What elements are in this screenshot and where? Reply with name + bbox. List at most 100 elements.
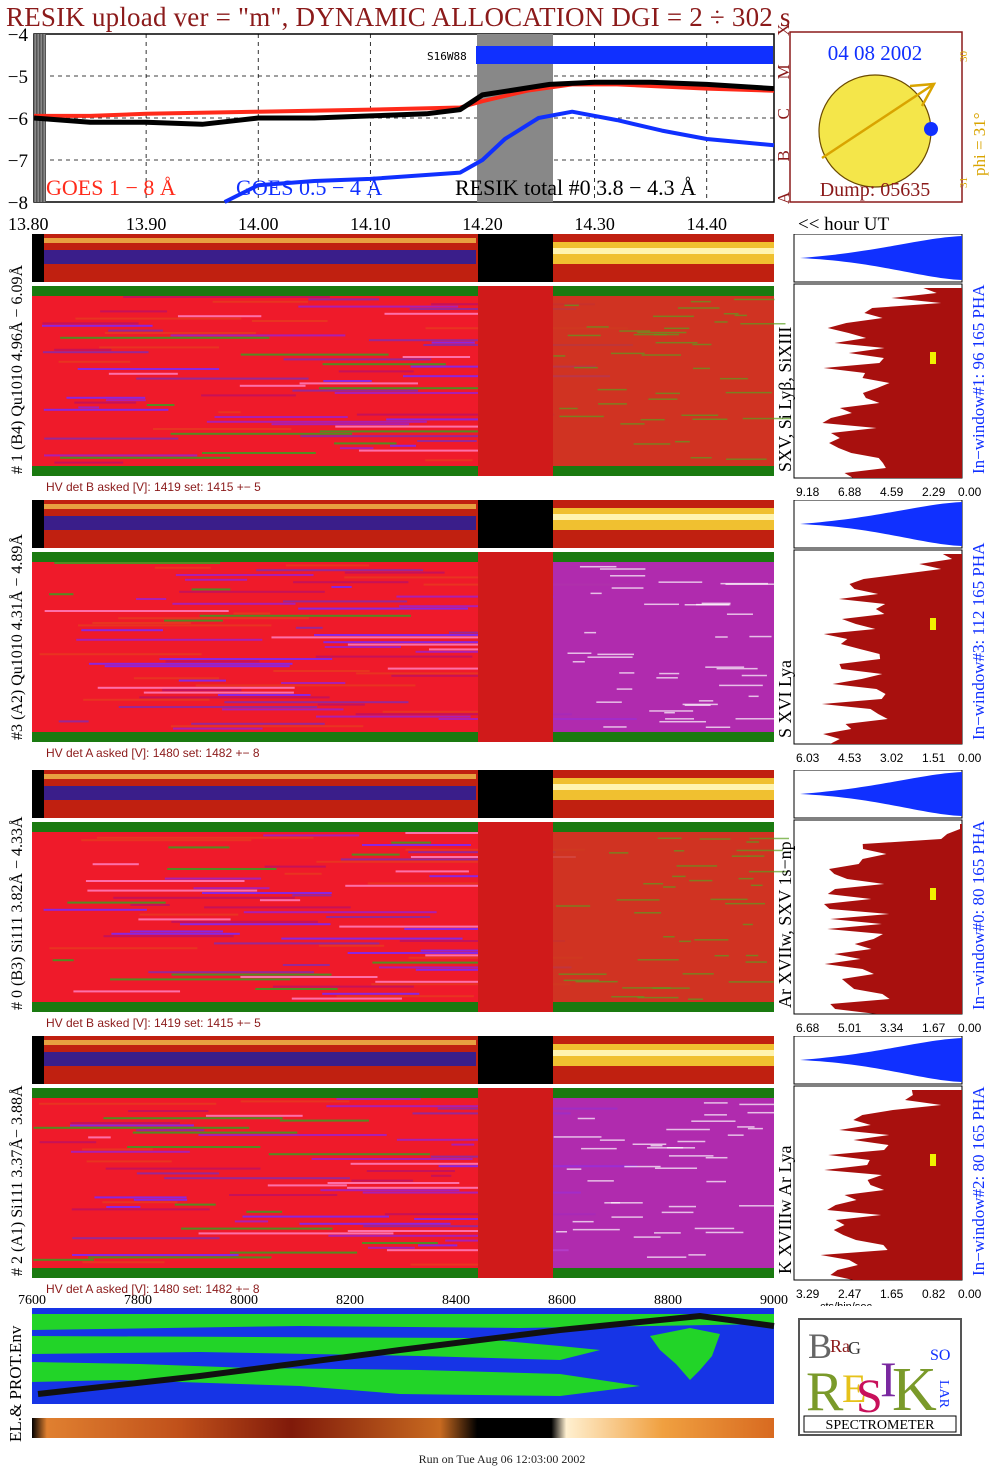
orbit-tick-label: 8800 [654,1293,682,1308]
y-tick-label: −6 [8,109,28,130]
flare-position-marker [924,122,938,136]
y-tick-label: −4 [8,25,29,46]
channel-strip [32,770,774,818]
phi-tick-bottom: 31 [958,177,970,188]
flare-class-label: C [774,108,793,119]
spectrogram [32,822,790,1012]
orbit-track [37,1312,775,1397]
pha-tick-label: 4.59 [880,485,904,499]
arrow-head [909,82,937,107]
pha-tick-label: 6.68 [796,1021,820,1035]
pha-tick-label: 2.47 [838,1287,862,1301]
pha-histogram [821,554,962,744]
pha-tick-label: 4.53 [838,751,862,765]
solar-axis-arrow [821,82,935,160]
pha-histogram [820,1090,962,1280]
flare-class-label: B [774,150,793,161]
series-line-1 [223,109,775,204]
pha-tick-label: 0.00 [958,1021,982,1035]
pha-tick-label: 9.18 [796,485,820,499]
time-tick-label: 14.20 [462,214,503,234]
legend-entry-1: GOES 0.5 − 4 Å [236,175,382,200]
pha-window-marker [930,352,936,364]
orbit-tick-label: 9000 [760,1293,788,1308]
channel-label: # 1 (B4) Qu1010 4.96Å − 6.09Å [8,265,26,474]
orbit-tick-label: 7600 [18,1293,46,1308]
logo-letter-b: B [808,1326,832,1366]
logo-letter-g: G [848,1338,861,1358]
hv-caption: HV det A asked [V]: 1480 set: 1482 +− 8 [46,746,260,760]
pha-mini-curve [800,502,962,546]
legend-entry-0: GOES 1 − 8 Å [46,175,176,200]
logo-caption: SPECTROMETER [826,1418,936,1433]
flare-location-bar [476,46,773,64]
orbit-tick-label: 7800 [124,1293,152,1308]
channel-panel-1: HV det A asked [V]: 1480 set: 1482 +− 8 6… [8,500,988,765]
pha-tick-label: 1.67 [922,1021,946,1035]
spectrogram [32,552,776,742]
orbit-tick-label: 8200 [336,1293,364,1308]
flare-location-label: S16W88 [427,50,467,63]
orbit-tick-label: 8600 [548,1293,576,1308]
hv-caption: HV det B asked [V]: 1419 set: 1415 +− 5 [46,480,261,494]
dump-number: Dump: 05635 [820,179,931,201]
y-tick-label: −5 [8,67,28,88]
pha-mini-curve [800,236,962,280]
channel-lines: K XVIIIw Ar Lya [775,1146,795,1274]
channel-strip [32,1036,774,1084]
pha-tick-label: 1.65 [880,1287,904,1301]
orbit-tick-label: 8400 [442,1293,470,1308]
flare-class-label: A [774,191,793,204]
time-tick-label: 14.00 [238,214,279,234]
pha-tick-label: 0.00 [958,1287,982,1301]
resik-logo: B Ra G R E S I K SO LAR SPECTROMETER [798,1318,962,1436]
pha-tick-label: 3.34 [880,1021,904,1035]
pha-xlabel: cts/bin/sec [820,1301,872,1306]
pha-histogram [823,824,962,1014]
pha-mini-curve [800,772,962,816]
channel-lines: SXV, Si Lyβ, SiXIII [775,327,795,472]
time-tick-label: 14.10 [350,214,391,234]
time-tick-label: 13.90 [126,214,167,234]
pha-mini-curve [800,1038,962,1082]
hv-caption: HV det A asked [V]: 1480 set: 1482 +− 8 [46,1282,260,1296]
legend-entry-2: RESIK total #0 3.8 − 4.3 Å [455,175,696,200]
logo-letter-i: I [880,1351,897,1407]
flare-class-label: M [774,64,793,79]
logo-letter-s: S [856,1370,883,1423]
page-title: RESIK upload ver = "m", DYNAMIC ALLOCATI… [6,2,791,32]
time-axis-label: << hour UT [798,214,889,235]
pha-tick-label: 5.01 [838,1021,862,1035]
pha-tick-label: 0.00 [958,485,982,499]
hv-caption: HV det B asked [V]: 1419 set: 1415 +− 5 [46,1016,261,1030]
channel-label: # 2 (A1) Si111 3.37Å− 3.88Å [8,1085,26,1276]
series-line-0 [34,82,775,118]
logo-letter-so: SO [930,1347,950,1364]
pha-tick-label: 2.29 [922,485,946,499]
logo-letter-ra: Ra [830,1336,850,1356]
flare-class-label: X [774,24,793,36]
phi-angle: phi = 31° [970,112,989,176]
pha-window-marker [930,618,936,630]
phi-tick-top: 30 [958,51,970,62]
spectrogram [32,286,792,476]
orbit-panel: 7600 7800 8000 8200 8400 8600 8800 9000 [18,1293,788,1438]
pha-tick-label: 1.51 [922,751,946,765]
channel-lines: Ar XVIIw, SXV 1s−np [775,841,795,1008]
y-tick-label: −8 [8,193,28,214]
series-line-2 [33,79,775,127]
y-tick-label: −7 [8,151,28,172]
time-tick-label: 14.40 [686,214,727,234]
logo-letter-lar: LAR [936,1380,951,1409]
pha-tick-label: 6.88 [838,485,862,499]
channel-window: In−window#2: 80 165 PHA [969,1086,988,1276]
channel-strip [32,500,774,548]
pha-tick-label: 0.00 [958,751,982,765]
logo-letter-r: R [806,1361,844,1423]
pha-tick-label: 3.29 [796,1287,820,1301]
sun-panel: 04 08 2002 Dump: 05635 [789,31,963,203]
logo-letter-e: E [842,1366,866,1411]
sun-disk [818,74,932,188]
logo-art: B Ra G R E S I K SO LAR SPECTROMETER [803,1326,957,1433]
channel-label: #3 (A2) Qu1010 4.31Å − 4.89Å [8,534,26,740]
